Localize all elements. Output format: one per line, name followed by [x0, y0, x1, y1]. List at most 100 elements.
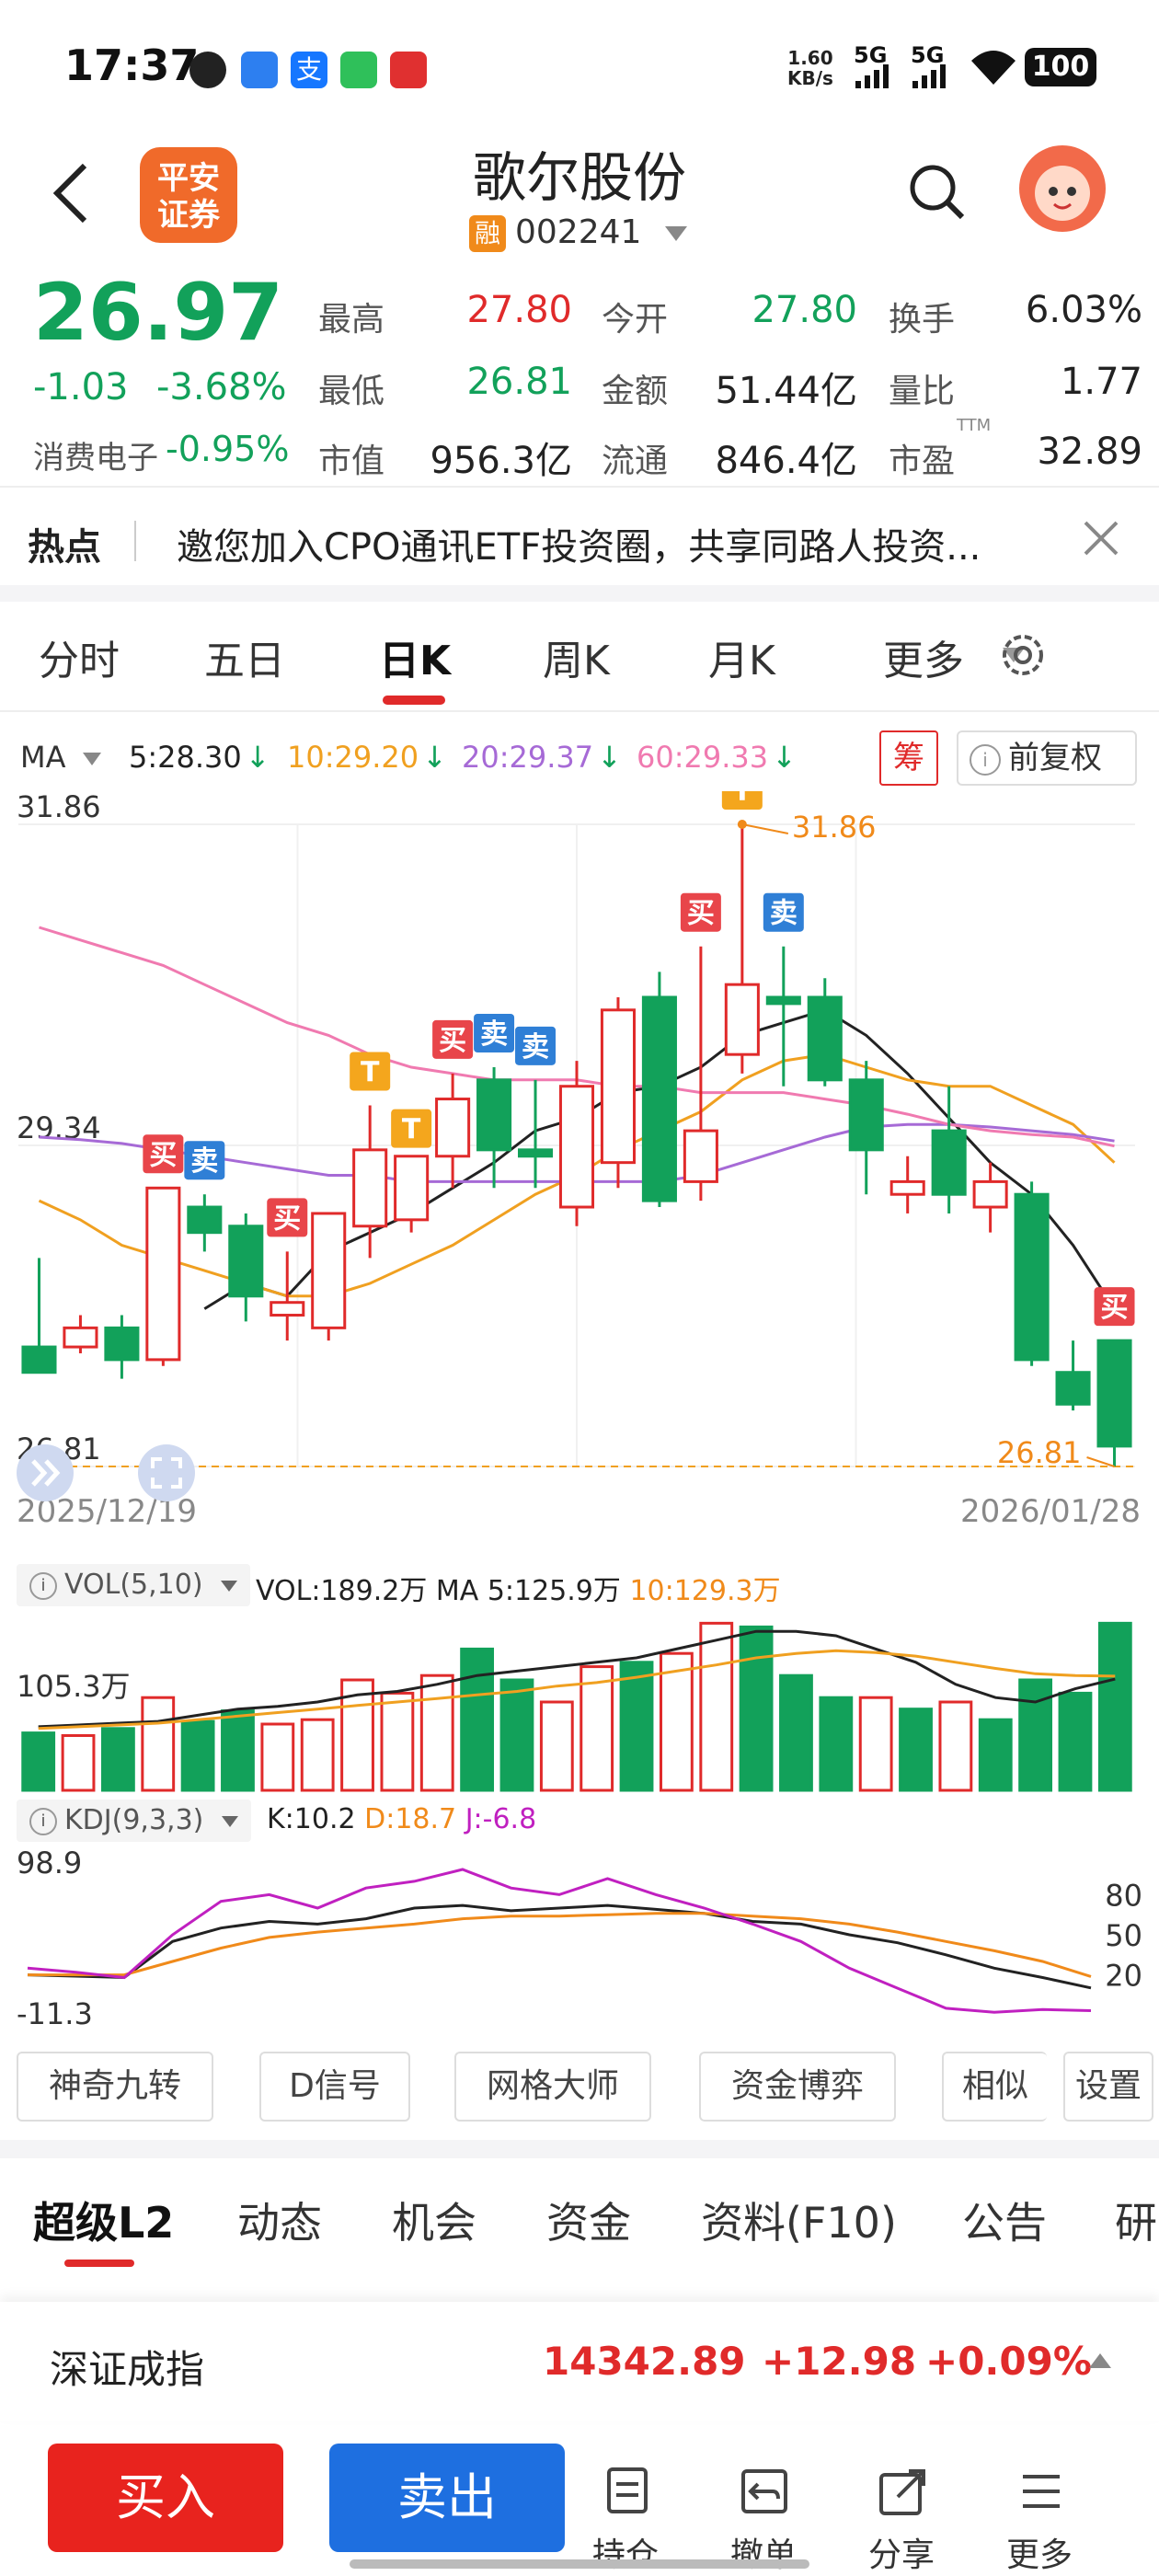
candle[interactable]	[765, 946, 801, 1087]
chart-tab[interactable]: 日K	[379, 638, 452, 684]
volume-bar	[1097, 1621, 1132, 1792]
chip-button[interactable]: 筹	[879, 730, 938, 786]
sell-button[interactable]: 卖出	[329, 2444, 565, 2552]
kdj-chart[interactable]: 98.9 -11.3 80 50 20	[0, 1846, 1159, 2039]
back-button[interactable]	[50, 158, 94, 228]
chart-tab[interactable]: 五日	[204, 638, 285, 684]
indicator-button[interactable]: 资金博弈	[699, 2052, 896, 2122]
candle[interactable]	[807, 978, 843, 1087]
info-tab[interactable]: 超级L2	[33, 2198, 175, 2248]
signal-marker[interactable]: 卖	[184, 1141, 225, 1180]
candle-body	[435, 1098, 471, 1158]
stat-value: 6.03%	[1025, 289, 1142, 331]
candle[interactable]	[724, 824, 760, 1074]
candle[interactable]	[972, 1162, 1008, 1233]
info-tab[interactable]: 研	[1115, 2198, 1157, 2248]
info-tab[interactable]: 动态	[237, 2198, 322, 2248]
volume-bar	[499, 1678, 534, 1792]
assistant-avatar-button[interactable]	[1019, 145, 1106, 232]
candle[interactable]	[104, 1315, 140, 1379]
candle[interactable]	[394, 1155, 430, 1233]
stat-label: 最低	[318, 373, 385, 410]
candle[interactable]	[1014, 1181, 1050, 1366]
candle[interactable]	[931, 1086, 967, 1213]
adjust-button[interactable]: i 前复权	[957, 730, 1137, 786]
indicator-button[interactable]: 网格大师	[454, 2052, 651, 2122]
signal-marker[interactable]: 买	[432, 1019, 474, 1059]
info-tab[interactable]: 资料(F10)	[701, 2198, 897, 2248]
candle[interactable]	[352, 1105, 388, 1259]
signal-label: 买	[1101, 1292, 1129, 1324]
sector-name[interactable]: 消费电子	[33, 440, 158, 477]
bottom-action-2[interactable]: 分享	[851, 2462, 952, 2576]
info-tab[interactable]: 资金	[546, 2198, 631, 2248]
hot-news-text[interactable]: 邀您加入CPO通讯ETF投资圈，共享同路人投资...	[177, 526, 981, 569]
video-app-icon	[241, 52, 278, 88]
candle[interactable]	[476, 1066, 512, 1189]
chevron-left-icon	[52, 163, 87, 224]
candle-body	[600, 1008, 636, 1165]
kline-chart[interactable]: 31.8629.3426.81买卖买TT买卖卖买T卖买31.8626.81202…	[0, 791, 1159, 1527]
signal-marker[interactable]: T	[721, 791, 763, 810]
volume-bar	[938, 1700, 973, 1792]
info-tab[interactable]: 机会	[392, 2198, 476, 2248]
buy-button[interactable]: 买入	[48, 2444, 283, 2552]
candle[interactable]	[63, 1315, 98, 1353]
chart-tab[interactable]: 月K	[708, 638, 775, 684]
signal-marker[interactable]: 买	[680, 892, 721, 932]
index-bar[interactable]: 深证成指 14342.89 +12.98 +0.09%	[0, 2302, 1159, 2421]
hot-close-button[interactable]	[1078, 515, 1124, 561]
search-button[interactable]	[907, 162, 968, 223]
candle[interactable]	[848, 1061, 884, 1195]
kdj-indicator-selector[interactable]: i KDJ(9,3,3)	[17, 1800, 251, 1842]
candle[interactable]	[311, 1212, 347, 1341]
signal-marker[interactable]: 买	[143, 1134, 184, 1174]
chart-tab[interactable]: 更多	[883, 638, 964, 684]
candle[interactable]	[21, 1258, 57, 1374]
signal-marker[interactable]: T	[350, 1052, 391, 1091]
signal-marker[interactable]: 卖	[474, 1013, 515, 1052]
candle[interactable]	[435, 1073, 471, 1189]
indicator-button[interactable]: 相似	[942, 2052, 1047, 2122]
candle[interactable]	[187, 1194, 223, 1252]
signal-marker[interactable]: 卖	[763, 892, 804, 932]
vol-indicator-selector[interactable]: i VOL(5,10)	[17, 1564, 251, 1606]
candle[interactable]	[228, 1213, 264, 1322]
candle[interactable]	[1096, 1339, 1132, 1466]
status-time: 17:37	[64, 40, 200, 90]
candle[interactable]	[558, 1061, 595, 1226]
candle[interactable]	[683, 946, 718, 1202]
ma-legend-item: 10:29.20 ↓	[287, 740, 447, 775]
indicator-button[interactable]: 设置	[1063, 2052, 1153, 2122]
info-tab[interactable]: 公告	[962, 2198, 1047, 2248]
chart-tab[interactable]: 周K	[543, 638, 610, 684]
candle[interactable]	[518, 1079, 554, 1189]
candle[interactable]	[641, 972, 677, 1208]
candle-body	[807, 995, 843, 1082]
expand-left-button[interactable]	[17, 1444, 74, 1501]
candle[interactable]	[145, 1186, 181, 1366]
kdj-line-d	[28, 1912, 1092, 1978]
volume-chart[interactable]: 105.3万	[0, 1610, 1159, 1794]
fullscreen-button[interactable]	[138, 1444, 195, 1501]
signal-marker[interactable]: 买	[267, 1198, 308, 1237]
signal-badge	[143, 1134, 184, 1174]
stock-code-selector[interactable]: 融 002241	[469, 213, 687, 252]
signal-marker[interactable]: 卖	[515, 1026, 557, 1065]
candle[interactable]	[600, 996, 636, 1189]
volume-bar	[619, 1661, 654, 1792]
candle[interactable]	[270, 1251, 305, 1341]
bottom-action-label: 分享	[867, 2536, 935, 2574]
ma-selector[interactable]: MA	[20, 740, 101, 775]
signal-marker[interactable]: 买	[1094, 1287, 1135, 1327]
candle[interactable]	[1055, 1340, 1091, 1411]
candle[interactable]	[889, 1156, 925, 1213]
chart-tab[interactable]: 分时	[39, 638, 120, 684]
chart-settings-button[interactable]	[995, 627, 1050, 683]
candle-body	[518, 1148, 554, 1158]
indicator-button[interactable]: D信号	[259, 2052, 410, 2122]
signal-marker[interactable]: T	[391, 1109, 432, 1148]
volume-bar	[739, 1625, 774, 1792]
bottom-action-3[interactable]: 更多	[989, 2462, 1090, 2576]
indicator-button[interactable]: 神奇九转	[17, 2052, 213, 2122]
